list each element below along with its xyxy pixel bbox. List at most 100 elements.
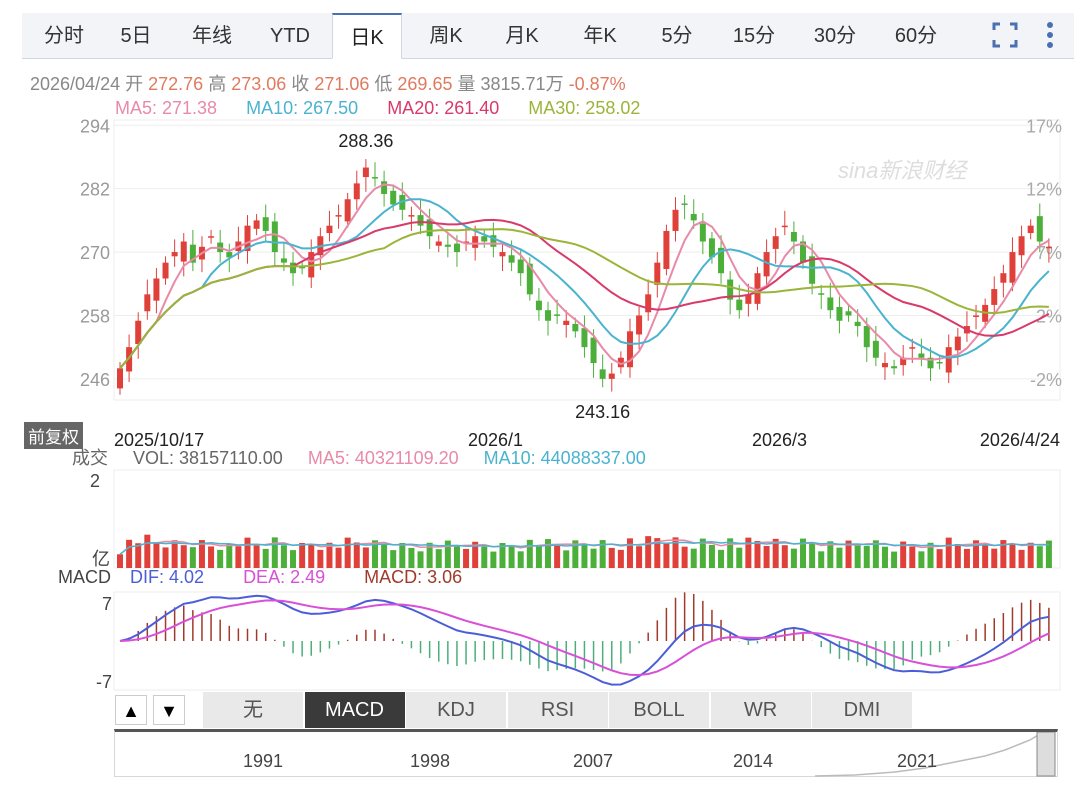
y-tick-label: 282	[80, 180, 110, 200]
navigator-label-3: 2014	[733, 751, 774, 771]
adjust-badge[interactable]: 前复权	[24, 422, 83, 449]
volume-bar	[881, 546, 888, 568]
ma-legend: MA5: 271.38 MA10: 267.50 MA20: 261.40 MA…	[115, 98, 664, 119]
candle-body	[126, 347, 133, 372]
tab-3[interactable]: YTD	[270, 25, 310, 47]
indicator-tab-0[interactable]: 无	[203, 692, 304, 728]
tab-0[interactable]: 分时	[44, 25, 84, 47]
volume-bar	[763, 545, 770, 568]
indicator-tab-4[interactable]: BOLL	[609, 692, 710, 728]
tab-11[interactable]: 60分	[894, 25, 938, 47]
scroll-up-button[interactable]: ▲	[115, 695, 147, 725]
indicator-tab-3[interactable]: RSI	[507, 692, 609, 728]
candle-body	[572, 323, 579, 332]
volume-bar	[954, 543, 961, 568]
volume-bar	[144, 534, 151, 568]
vol-ma10: MA10: 44088337.00	[483, 448, 646, 468]
candle-body	[472, 236, 479, 248]
fullscreen-icon[interactable]	[992, 22, 1018, 48]
candle-body	[226, 252, 233, 258]
tab-6[interactable]: 月K	[505, 25, 539, 47]
candle-body	[754, 273, 761, 304]
candle-body	[809, 256, 816, 284]
candle-body	[636, 315, 643, 335]
candle-body	[208, 236, 215, 238]
candle-body	[891, 366, 898, 369]
tab-4[interactable]: 日K	[332, 13, 402, 59]
candle-body	[371, 177, 378, 179]
x-axis-label: 2026/3	[752, 430, 807, 450]
volume-bar	[800, 538, 807, 568]
time-navigator[interactable]	[114, 729, 1058, 777]
volume-bar	[872, 540, 879, 568]
volume-bar	[836, 547, 843, 568]
tab-7[interactable]: 年K	[583, 25, 617, 47]
indicator-tab-5[interactable]: WR	[710, 692, 812, 728]
volume-bar	[554, 545, 561, 568]
candle-body	[490, 235, 497, 247]
more-menu-icon[interactable]	[1047, 22, 1053, 48]
price-plot-area	[113, 119, 1061, 401]
candle-body	[563, 320, 570, 325]
volume-bar	[444, 540, 451, 568]
tab-9[interactable]: 15分	[732, 25, 776, 47]
navigator-label-2: 2007	[573, 751, 614, 771]
volume-title: 成交	[72, 448, 108, 468]
tab-10[interactable]: 30分	[813, 25, 857, 47]
candle-body	[763, 252, 770, 277]
candle-body	[672, 209, 679, 231]
ma5-legend: MA5: 271.38	[115, 98, 218, 118]
indicator-tab-2[interactable]: KDJ	[406, 692, 507, 728]
tab-1[interactable]: 5日	[120, 25, 152, 47]
volume-bar	[217, 549, 224, 568]
volume-bar	[290, 550, 297, 568]
scroll-down-button[interactable]: ▼	[153, 695, 185, 725]
candle-body	[818, 293, 825, 295]
candle-body	[617, 357, 624, 368]
volume-bar	[690, 548, 697, 568]
tab-8[interactable]: 5分	[661, 25, 693, 47]
volume-bar	[535, 546, 542, 568]
volume-bar	[545, 539, 552, 568]
x-axis-label: 2025/10/17	[114, 430, 204, 450]
volume-bar	[335, 547, 342, 568]
candle-body	[954, 336, 961, 351]
volume-unit-label: 亿	[92, 549, 110, 569]
candle-body	[909, 347, 916, 349]
volume-bar	[381, 543, 388, 568]
volume-bar	[399, 543, 406, 568]
tab-2[interactable]: 年线	[192, 25, 232, 47]
candle-body	[444, 244, 451, 247]
volume-legend: 成交 VOL: 38157110.00 MA5: 40321109.20 MA1…	[72, 444, 666, 470]
candle-body	[663, 230, 670, 269]
volume-bar	[162, 547, 169, 568]
tab-5[interactable]: 周K	[429, 25, 463, 47]
volume-bar	[854, 543, 861, 568]
indicator-tab-6[interactable]: DMI	[812, 692, 913, 728]
volume-bar	[572, 540, 579, 568]
candle-body	[353, 183, 360, 200]
macd-plot-area	[113, 591, 1061, 691]
candle-body	[681, 203, 688, 205]
candle-body	[135, 320, 142, 344]
volume-bar	[317, 549, 324, 568]
volume-bar	[299, 543, 306, 568]
dif-value: DIF: 4.02	[130, 567, 205, 587]
candle-body	[945, 347, 952, 373]
y-right-tick-label: 2%	[1036, 306, 1062, 326]
candle-body	[362, 167, 369, 178]
volume-bar	[963, 548, 970, 568]
candle-body	[872, 340, 879, 358]
volume-bar	[508, 546, 515, 568]
volume-bar	[426, 542, 433, 568]
volume-bar	[772, 538, 779, 568]
candle-body	[253, 220, 260, 229]
candle-body	[381, 181, 388, 194]
volume-bar	[499, 543, 506, 568]
indicator-tab-1[interactable]: MACD	[304, 692, 406, 728]
volume-bar	[408, 547, 415, 568]
volume-bar	[718, 549, 725, 568]
candle-body	[800, 241, 807, 263]
volume-bar	[126, 539, 133, 568]
